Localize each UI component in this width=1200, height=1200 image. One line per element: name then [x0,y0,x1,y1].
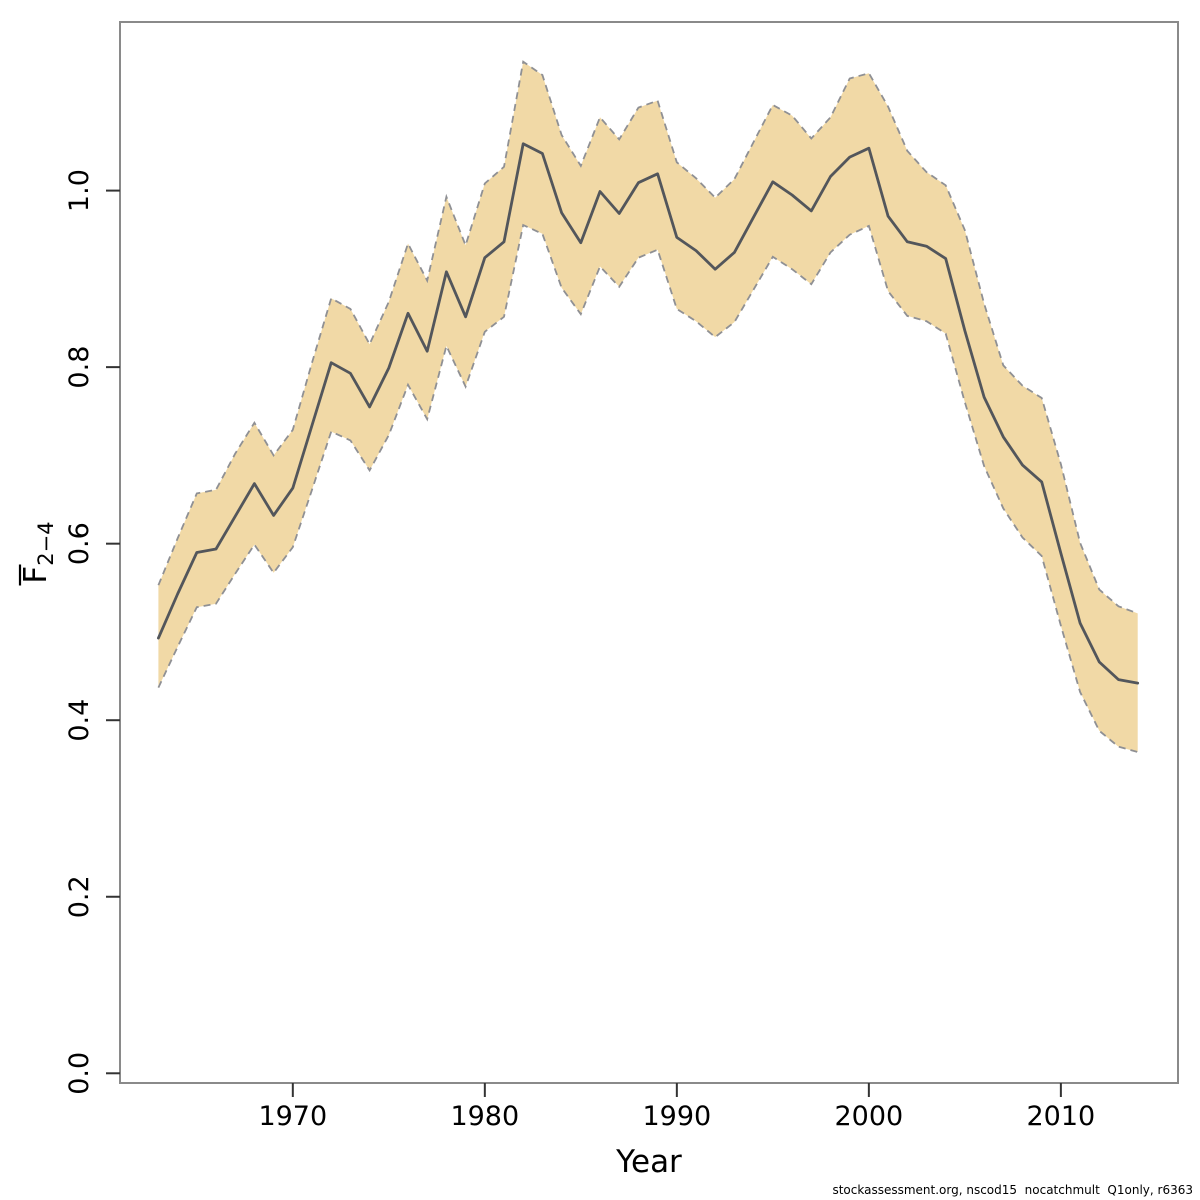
y-tick-label: 0.6 [64,522,95,565]
y-tick-label: 0.2 [64,875,95,918]
y-axis-title-text: F2−4 [18,521,58,583]
y-tick-label: 0.8 [64,346,95,389]
x-axis-title: Year [615,1144,682,1180]
fbar-estimate-line [156,142,1140,685]
y-tick-label: 0.0 [64,1052,95,1095]
x-tick-label: 2000 [834,1101,903,1132]
x-tick-label: 2010 [1027,1101,1096,1132]
x-tick-label: 1970 [258,1101,327,1132]
y-tick-label: 0.4 [64,699,95,742]
x-tick-label: 1980 [450,1101,519,1132]
x-tick-label: 1990 [642,1101,711,1132]
y-tick-label: 1.0 [64,169,95,212]
confidence-band-lower-edge [157,223,1138,753]
confidence-band-upper-edge [157,60,1139,615]
plot-box [119,21,1179,1084]
footer-credit: stockassessment.org, nscod15 nocatchmult… [832,1183,1193,1197]
y-axis-title: F2−4 [18,521,58,586]
confidence-band [158,61,1138,752]
